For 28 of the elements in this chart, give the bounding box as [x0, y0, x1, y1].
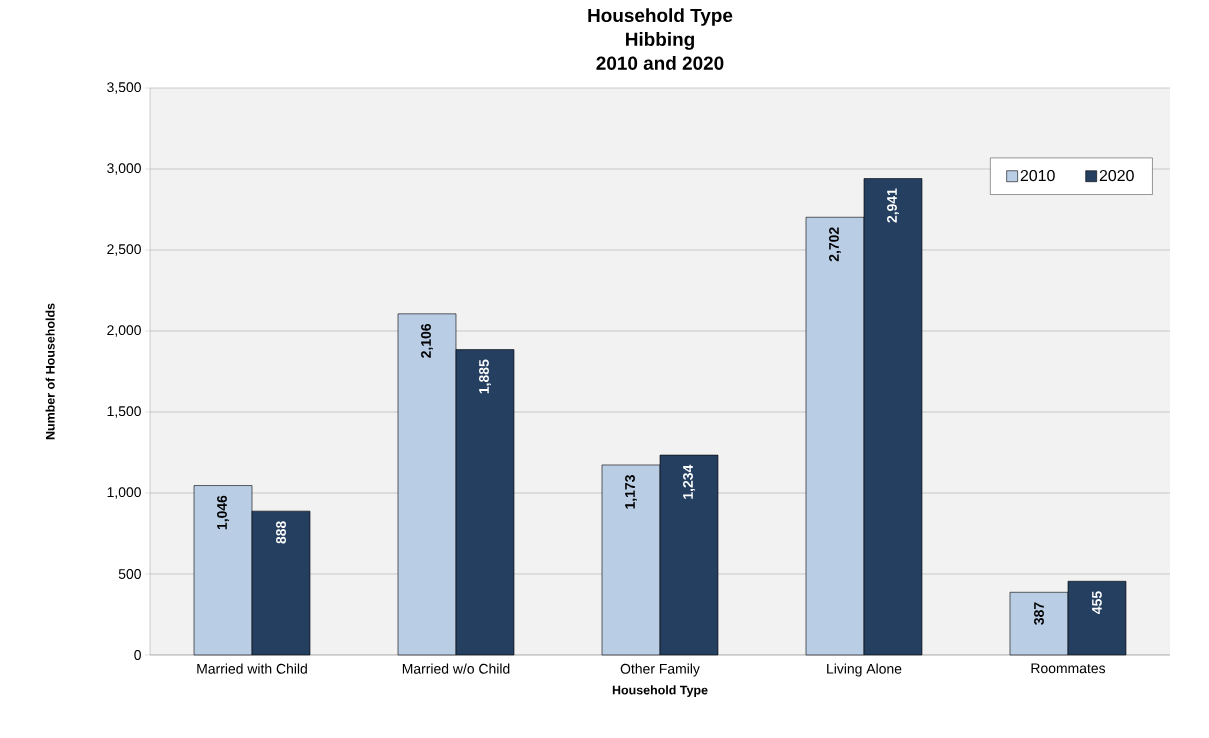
- data-label: 2,106: [421, 323, 433, 358]
- x-axis-title: Household Type: [612, 685, 708, 697]
- x-tick-label: Married w/o Child: [402, 663, 510, 674]
- data-label: 1,234: [683, 464, 695, 499]
- data-label: 455: [1092, 591, 1102, 614]
- x-tick-label: Living Alone: [827, 663, 902, 677]
- y-tick-label: 3,000: [107, 163, 141, 175]
- x-tick-label: Married with Child: [197, 663, 307, 674]
- data-label: 1,173: [625, 475, 637, 509]
- x-tick-label: Other Family: [620, 663, 700, 677]
- data-label: 2,702: [829, 227, 841, 262]
- y-tick-label: 0: [134, 650, 141, 660]
- y-tick-label: 1,500: [107, 406, 141, 418]
- legend-label: 2020: [1099, 169, 1134, 182]
- y-tick-label: 3,500: [107, 82, 141, 94]
- chart-title: Household Type Hibbing 2010 and 2020: [588, 8, 733, 70]
- data-label: 1,046: [217, 495, 229, 530]
- y-tick-label: 500: [118, 569, 141, 579]
- x-tick-label: Roommates: [1031, 663, 1106, 674]
- legend-label: 2010: [1020, 169, 1055, 182]
- y-tick-label: 2,500: [107, 244, 141, 256]
- data-label: 888: [276, 521, 286, 544]
- data-label: 2,941: [887, 188, 899, 223]
- data-label: 1,885: [479, 359, 491, 394]
- y-axis-title: Number of Households: [45, 303, 55, 440]
- y-tick-label: 2,000: [107, 325, 141, 337]
- data-label: 387: [1034, 602, 1044, 625]
- y-tick-label: 1,000: [107, 487, 141, 499]
